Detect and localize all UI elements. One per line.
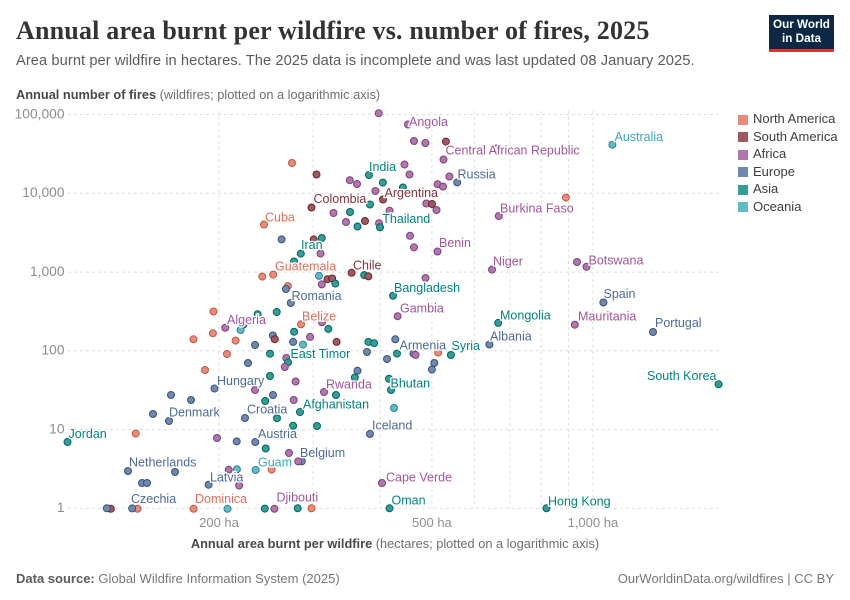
svg-text:Mauritania: Mauritania <box>578 310 636 324</box>
svg-text:Czechia: Czechia <box>131 492 176 506</box>
svg-text:Austria: Austria <box>258 427 297 441</box>
svg-text:10,000: 10,000 <box>22 185 65 200</box>
svg-text:Chile: Chile <box>353 259 382 273</box>
svg-text:Belgium: Belgium <box>300 446 345 460</box>
svg-text:Cape Verde: Cape Verde <box>386 471 452 485</box>
svg-text:Hungary: Hungary <box>217 374 265 388</box>
svg-text:Jordan: Jordan <box>69 427 107 441</box>
svg-text:100: 100 <box>41 343 64 358</box>
svg-text:Botswana: Botswana <box>589 254 644 268</box>
svg-text:Rwanda: Rwanda <box>326 378 372 392</box>
svg-text:Niger: Niger <box>493 255 523 269</box>
svg-text:Afghanistan: Afghanistan <box>303 398 369 412</box>
svg-text:Hong Kong: Hong Kong <box>548 495 611 509</box>
svg-text:Russia: Russia <box>458 168 496 182</box>
svg-text:Djibouti: Djibouti <box>277 491 319 505</box>
svg-text:1,000: 1,000 <box>30 264 65 279</box>
svg-text:Burkina Faso: Burkina Faso <box>500 202 574 216</box>
svg-text:Benin: Benin <box>439 236 471 250</box>
svg-text:10: 10 <box>49 421 65 436</box>
svg-text:Gambia: Gambia <box>400 302 444 316</box>
svg-text:Belize: Belize <box>302 310 336 324</box>
svg-text:South Korea: South Korea <box>647 369 717 383</box>
svg-text:Bhutan: Bhutan <box>391 377 431 391</box>
svg-text:Dominica: Dominica <box>195 492 247 506</box>
svg-text:Thailand: Thailand <box>382 212 430 226</box>
svg-text:Australia: Australia <box>615 130 664 144</box>
svg-text:Angola: Angola <box>409 115 448 129</box>
svg-text:India: India <box>369 160 396 174</box>
svg-text:Cuba: Cuba <box>265 211 295 225</box>
svg-text:Netherlands: Netherlands <box>129 456 196 470</box>
svg-text:1: 1 <box>57 500 65 515</box>
svg-text:Denmark: Denmark <box>169 406 220 420</box>
svg-text:Bangladesh: Bangladesh <box>394 281 460 295</box>
svg-text:500 ha: 500 ha <box>412 515 453 530</box>
svg-text:Syria: Syria <box>452 339 481 353</box>
svg-text:Spain: Spain <box>604 287 636 301</box>
svg-text:Latvia: Latvia <box>210 471 243 485</box>
svg-text:1,000 ha: 1,000 ha <box>568 515 619 530</box>
svg-text:Central African Republic: Central African Republic <box>446 144 580 158</box>
svg-text:Iceland: Iceland <box>372 419 412 433</box>
svg-text:Mongolia: Mongolia <box>500 309 551 323</box>
svg-text:100,000: 100,000 <box>15 106 65 121</box>
svg-text:Romania: Romania <box>292 289 342 303</box>
svg-text:Argentina: Argentina <box>385 186 439 200</box>
svg-text:Guam: Guam <box>258 456 292 470</box>
svg-text:East Timor: East Timor <box>291 347 351 361</box>
svg-text:Albania: Albania <box>490 330 532 344</box>
svg-text:Oman: Oman <box>392 494 426 508</box>
svg-text:Croatia: Croatia <box>247 403 287 417</box>
svg-text:Colombia: Colombia <box>314 192 367 206</box>
svg-text:Algeria: Algeria <box>227 313 266 327</box>
svg-text:Armenia: Armenia <box>400 339 447 353</box>
svg-text:200 ha: 200 ha <box>199 515 240 530</box>
svg-text:Portugal: Portugal <box>655 316 702 330</box>
svg-text:Guatemala: Guatemala <box>275 260 336 274</box>
svg-text:Iran: Iran <box>301 238 323 252</box>
